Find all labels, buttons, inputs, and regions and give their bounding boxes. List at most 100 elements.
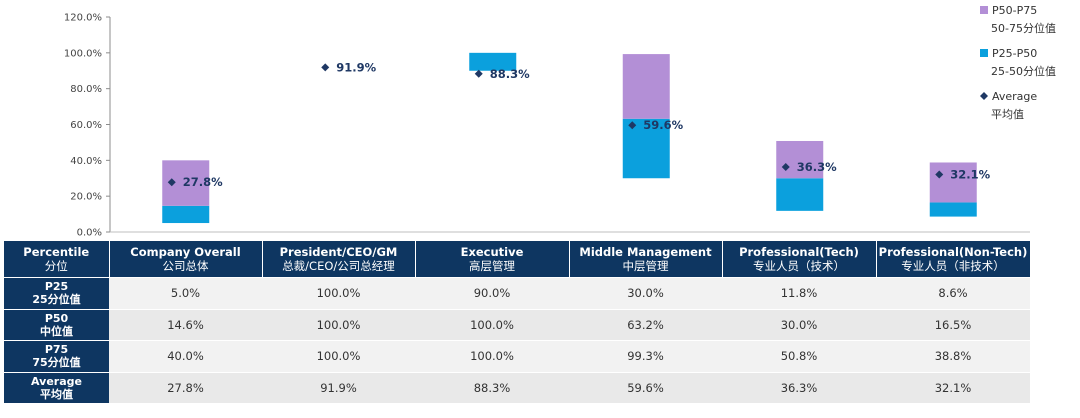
table-cell: 38.8% (876, 340, 1030, 372)
bar-p50-p75 (776, 140, 824, 179)
bar-p25-p50 (776, 178, 824, 211)
legend-label-cn: 25-50分位值 (991, 64, 1056, 78)
legend-label-cn: 平均值 (991, 108, 1024, 121)
table-cell: 16.5% (876, 308, 1030, 341)
table-cell: 11.8% (722, 277, 876, 309)
header-category-en: Company Overall (130, 245, 241, 259)
legend-swatch (980, 49, 988, 57)
row-label-en: P50 (44, 311, 69, 325)
legend-label: Average (992, 90, 1037, 103)
average-markers: 27.8% 91.9% 88.3% 59.6% 36.3% 32.1% (167, 60, 991, 189)
y-tick-label: 40.0% (70, 156, 102, 167)
header-category-cn: 高层管理 (469, 259, 515, 273)
bar-p25-p50 (162, 205, 210, 224)
header-category-cn: 专业人员（技术） (753, 259, 845, 273)
bar-p50-p75 (929, 162, 977, 203)
average-marker (935, 170, 944, 179)
bar-p25-p50 (929, 202, 977, 217)
legend-diamond (980, 92, 988, 100)
percentile-table: Percentile 分位 Company Overall 公司总体 Presid… (4, 241, 1031, 403)
bar-p25-p50 (622, 118, 670, 179)
average-label: 91.9% (336, 60, 376, 74)
average-marker (474, 69, 483, 78)
header-percentile-en: Percentile (23, 245, 90, 259)
y-tick-label: 80.0% (70, 84, 102, 95)
row-label-cn: 平均值 (40, 387, 73, 401)
header-category: President/CEO/GM 总裁/CEO/公司总经理 (262, 241, 416, 278)
chart-legend: P50-P75 50-75分位值 P25-P50 25-50分位值 Average 平均值 (980, 4, 1056, 121)
table-row-average: Average 平均值 27.8% 91.9% 88.3% 59.6% 36.3%… (4, 371, 1030, 403)
table-cell: 27.8% (109, 371, 262, 403)
row-label: Average 平均值 (4, 371, 109, 403)
average-marker (321, 63, 330, 72)
average-marker (781, 162, 790, 171)
header-percentile: Percentile 分位 (4, 241, 110, 278)
header-category-en: Executive (460, 245, 524, 259)
table-row-p75: P75 75分位值 40.0% 100.0% 100.0% 99.3% 50.8%… (4, 340, 1030, 372)
table-cell: 30.0% (722, 308, 876, 341)
row-label: P75 75分位值 (4, 340, 109, 372)
row-label: P25 25分位值 (4, 277, 109, 309)
table-cell: 100.0% (262, 308, 415, 341)
header-category: Company Overall 公司总体 (109, 241, 263, 278)
average-label: 27.8% (183, 175, 223, 189)
header-category: Professional(Tech) 专业人员（技术） (722, 241, 877, 278)
header-category-en: Professional(Non-Tech) (878, 245, 1028, 259)
y-axis: 0.0% 20.0% 40.0% 60.0% 80.0% 100.0% 120.0% (64, 13, 1030, 239)
row-label: P50 中位值 (4, 308, 109, 341)
header-category-cn: 专业人员（非技术） (901, 259, 1005, 273)
table-cell: 100.0% (262, 340, 415, 372)
legend-swatch (980, 6, 988, 14)
table-cell: 100.0% (415, 308, 569, 341)
table-cell: 30.0% (569, 277, 722, 309)
table-cell: 36.3% (722, 371, 876, 403)
table-cell: 59.6% (569, 371, 722, 403)
table-cell: 50.8% (722, 340, 876, 372)
y-tick-label: 0.0% (77, 228, 102, 239)
table-cell: 5.0% (109, 277, 262, 309)
header-category: Executive 高层管理 (415, 241, 570, 278)
header-category-en: Middle Management (579, 245, 712, 259)
header-category-en: President/CEO/GM (279, 245, 398, 259)
row-label-en: P75 (44, 343, 69, 357)
row-label-en: Average (31, 374, 82, 388)
bar-p50-p75 (622, 54, 670, 119)
header-percentile-cn: 分位 (44, 259, 68, 273)
chart-bars (162, 52, 977, 224)
row-label-en: P25 (44, 280, 69, 294)
average-marker (167, 178, 176, 187)
table-cell: 32.1% (876, 371, 1030, 403)
header-category: Middle Management 中层管理 (569, 241, 723, 278)
legend-label: P50-P75 (992, 4, 1037, 17)
average-label: 88.3% (490, 67, 530, 81)
legend-label-cn: 50-75分位值 (991, 21, 1056, 35)
y-tick-label: 120.0% (64, 13, 102, 24)
table-cell: 91.9% (262, 371, 415, 403)
average-label: 59.6% (643, 118, 683, 132)
table-cell: 100.0% (262, 277, 415, 309)
percentile-chart: 0.0% 20.0% 40.0% 60.0% 80.0% 100.0% 120.0% 27.… (64, 4, 1056, 239)
table-cell: 100.0% (415, 340, 569, 372)
table-cell: 63.2% (569, 308, 722, 341)
table-cell: 90.0% (415, 277, 569, 309)
header-category-cn: 中层管理 (622, 259, 669, 273)
row-label-cn: 75分位值 (32, 356, 81, 370)
table-cell: 40.0% (109, 340, 262, 372)
header-category-cn: 公司总体 (162, 259, 209, 273)
bar-p25-p50 (469, 52, 517, 71)
table-cell: 14.6% (109, 308, 262, 341)
row-label-cn: 中位值 (40, 324, 73, 338)
row-label-cn: 25分位值 (32, 293, 81, 307)
legend-label: P25-P50 (992, 47, 1037, 60)
y-tick-label: 100.0% (64, 48, 102, 59)
y-tick-label: 60.0% (70, 120, 102, 131)
header-category-en: Professional(Tech) (739, 245, 859, 259)
header-category-cn: 总裁/CEO/公司总经理 (282, 259, 395, 273)
table-header-row: Percentile 分位 Company Overall 公司总体 Presid… (4, 241, 1031, 278)
table-row-p50: P50 中位值 14.6% 100.0% 100.0% 63.2% 30.0% 1… (4, 308, 1030, 341)
table-cell: 8.6% (876, 277, 1030, 309)
table-cell: 99.3% (569, 340, 722, 372)
average-label: 36.3% (797, 160, 837, 174)
y-tick-label: 20.0% (70, 192, 102, 203)
average-marker (628, 121, 637, 130)
